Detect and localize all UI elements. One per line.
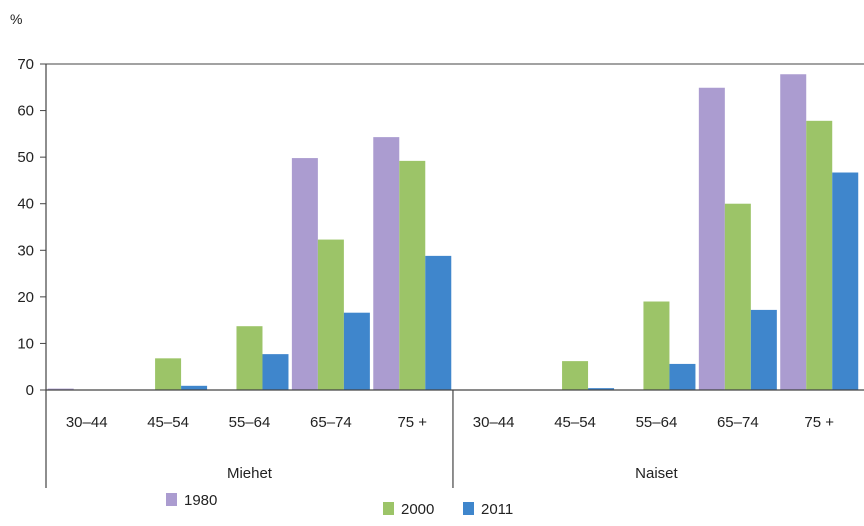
bar-2011-2 <box>181 385 208 390</box>
group-label: Miehet <box>227 465 273 482</box>
y-tick-label: 10 <box>17 335 34 352</box>
legend-swatch-2011 <box>463 502 474 515</box>
bar-2000-7 <box>562 361 589 390</box>
category-label: 55–64 <box>229 414 271 431</box>
bar-2000-8 <box>643 301 670 390</box>
legend-label-2011: 2011 <box>481 501 513 518</box>
bar-2011-10 <box>832 172 859 390</box>
y-tick-label: 50 <box>17 149 34 166</box>
legend: 1980 2000 2011 <box>166 492 513 518</box>
category-label: 75 + <box>804 414 834 431</box>
y-tick-label: 30 <box>17 242 34 259</box>
bar-2000-9 <box>724 203 751 390</box>
category-label: 55–64 <box>636 414 678 431</box>
bar-1980-5 <box>373 137 400 390</box>
bar-1980-1 <box>47 388 74 390</box>
bar-1980-4 <box>291 158 318 390</box>
bar-2000-10 <box>806 120 833 391</box>
bar-2011-7 <box>588 388 615 390</box>
category-label: 45–54 <box>147 414 189 431</box>
category-label: 30–44 <box>473 414 515 431</box>
bar-1980-9 <box>698 87 725 390</box>
axes <box>45 63 864 488</box>
y-tick-label: 40 <box>17 196 34 213</box>
group-labels: Miehet Naiset <box>227 465 679 482</box>
y-tick-label: 20 <box>17 289 34 306</box>
legend-swatch-2000 <box>383 502 394 515</box>
bar-2011-8 <box>669 363 696 390</box>
group-label: Naiset <box>635 465 678 482</box>
category-labels: 30–44 45–54 55–64 65–74 75 + 30–44 45–54 55–64 6… <box>66 414 834 431</box>
bar-2000-2 <box>155 358 182 390</box>
bar-2011-4 <box>343 312 370 390</box>
category-label: 75 + <box>397 414 427 431</box>
y-tick-label: 70 <box>17 56 34 73</box>
y-tick-label: 0 <box>26 382 34 399</box>
y-axis: 0 10 20 30 40 50 60 70 <box>17 56 46 399</box>
bars <box>47 74 859 391</box>
bar-2011-9 <box>750 309 777 390</box>
y-tick-label: 60 <box>17 103 34 120</box>
category-label: 45–54 <box>554 414 596 431</box>
category-label: 30–44 <box>66 414 108 431</box>
bar-2011-3 <box>262 354 289 390</box>
legend-swatch-1980 <box>166 493 177 506</box>
bar-2011-5 <box>425 255 452 390</box>
legend-label-2000: 2000 <box>401 501 434 518</box>
category-label: 65–74 <box>310 414 352 431</box>
bar-2000-5 <box>399 160 426 390</box>
bar-1980-10 <box>780 74 807 390</box>
category-label: 65–74 <box>717 414 759 431</box>
legend-label-1980: 1980 <box>184 492 217 509</box>
y-axis-unit-label: % <box>10 11 22 27</box>
bar-2000-3 <box>236 326 263 390</box>
bar-2000-4 <box>317 239 344 390</box>
